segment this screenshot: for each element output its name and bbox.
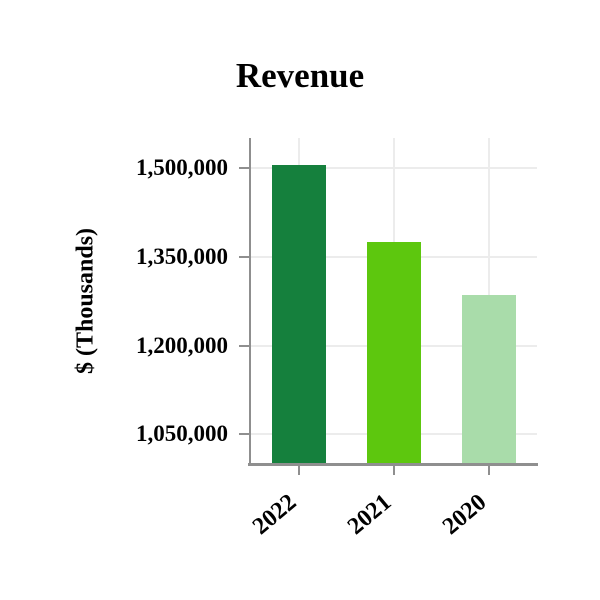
gridline-horizontal (251, 167, 537, 170)
x-axis-line (248, 463, 538, 466)
y-tick-mark (239, 433, 249, 436)
y-tick-label: 1,200,000 (136, 332, 228, 358)
bar-2020 (462, 295, 517, 464)
y-tick-label: 1,500,000 (136, 155, 228, 181)
x-tick-label-2022: 2022 (247, 489, 302, 541)
y-tick-mark (239, 344, 249, 347)
x-tick-label-2020: 2020 (438, 489, 492, 541)
x-tick-mark (297, 466, 300, 475)
x-tick-mark (393, 466, 395, 475)
x-tick-mark (488, 466, 491, 475)
y-axis-line (249, 138, 251, 466)
y-tick-mark (239, 167, 249, 170)
bar-2021 (367, 242, 421, 464)
chart-title: Revenue (235, 56, 365, 95)
x-tick-label-2021: 2021 (342, 489, 397, 541)
y-tick-label: 1,350,000 (136, 243, 228, 269)
y-tick-mark (239, 255, 249, 258)
bar-2022 (271, 165, 326, 464)
y-tick-label: 1,050,000 (136, 421, 228, 447)
